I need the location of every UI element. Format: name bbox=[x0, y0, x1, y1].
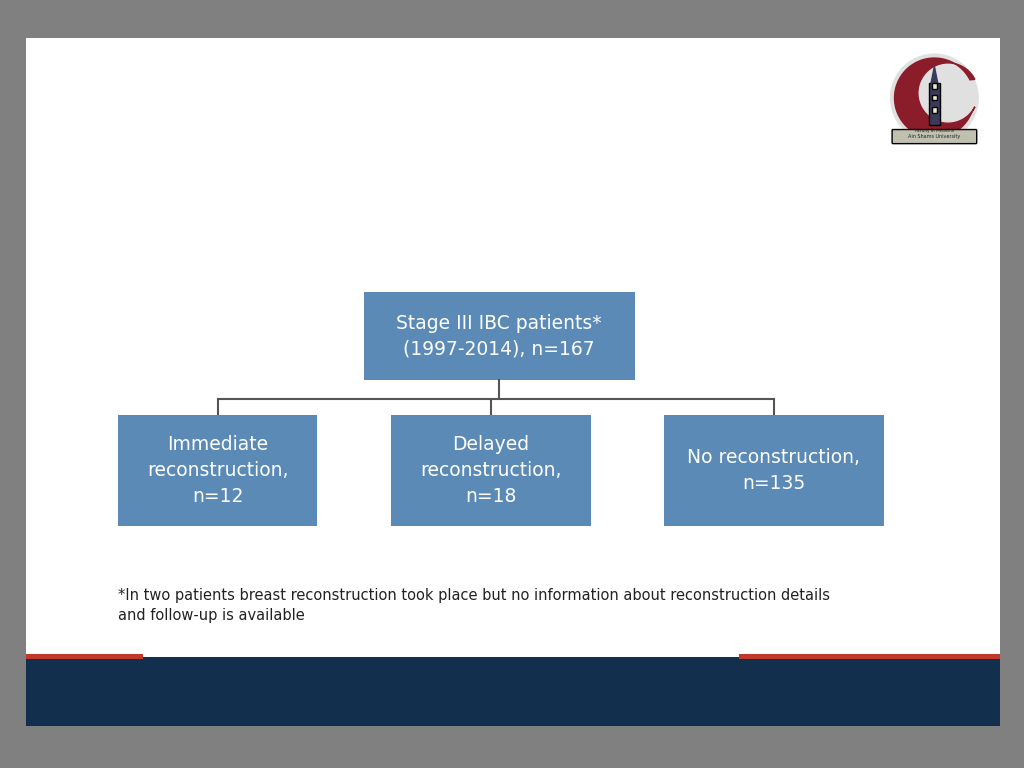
Polygon shape bbox=[895, 58, 975, 137]
FancyBboxPatch shape bbox=[932, 107, 937, 112]
FancyBboxPatch shape bbox=[391, 415, 591, 526]
Text: Ain Shams University: Ain Shams University bbox=[908, 134, 961, 139]
FancyBboxPatch shape bbox=[739, 654, 1000, 659]
FancyBboxPatch shape bbox=[932, 84, 937, 89]
FancyBboxPatch shape bbox=[664, 415, 884, 526]
Text: Stage III IBC patients*
(1997-2014), n=167: Stage III IBC patients* (1997-2014), n=1… bbox=[396, 313, 602, 359]
Polygon shape bbox=[931, 66, 938, 84]
FancyBboxPatch shape bbox=[892, 130, 977, 144]
FancyBboxPatch shape bbox=[929, 84, 940, 124]
FancyBboxPatch shape bbox=[26, 38, 1000, 726]
Text: Immediate
reconstruction,
n=12: Immediate reconstruction, n=12 bbox=[146, 435, 289, 505]
Text: Faculty of Medicine: Faculty of Medicine bbox=[914, 128, 954, 133]
Text: Delayed
reconstruction,
n=18: Delayed reconstruction, n=18 bbox=[420, 435, 562, 505]
FancyBboxPatch shape bbox=[118, 415, 317, 526]
Text: *In two patients breast reconstruction took place but no information about recon: *In two patients breast reconstruction t… bbox=[118, 588, 829, 623]
FancyBboxPatch shape bbox=[26, 657, 1000, 726]
FancyBboxPatch shape bbox=[26, 654, 143, 659]
Circle shape bbox=[891, 54, 978, 141]
FancyBboxPatch shape bbox=[364, 292, 635, 380]
Text: No reconstruction,
n=135: No reconstruction, n=135 bbox=[687, 448, 860, 493]
FancyBboxPatch shape bbox=[932, 94, 937, 101]
